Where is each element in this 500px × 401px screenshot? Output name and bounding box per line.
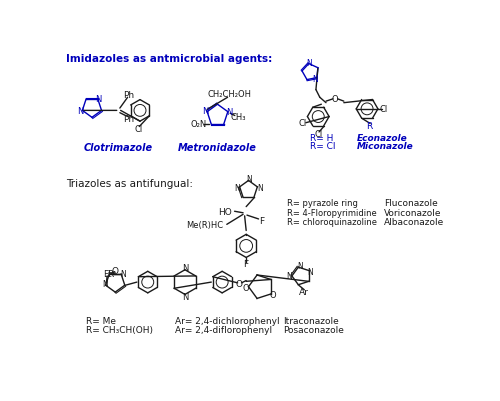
Text: Ph: Ph	[124, 91, 134, 100]
Text: F: F	[244, 259, 248, 268]
Text: R= chloroquinazoline: R= chloroquinazoline	[287, 217, 378, 226]
Text: Fluconazole: Fluconazole	[384, 199, 438, 208]
Text: Cl: Cl	[380, 105, 388, 114]
Text: N: N	[77, 107, 83, 115]
Text: O: O	[112, 267, 119, 276]
Text: N: N	[182, 292, 188, 302]
Text: F: F	[259, 217, 264, 225]
Text: R= 4-Floropyrimidine: R= 4-Floropyrimidine	[287, 208, 377, 217]
Text: Albaconazole: Albaconazole	[384, 217, 444, 226]
Text: O: O	[236, 279, 242, 288]
Text: Itraconazole: Itraconazole	[284, 316, 339, 325]
Text: R: R	[107, 270, 114, 279]
Text: Ar= 2,4-dichlorophenyl: Ar= 2,4-dichlorophenyl	[175, 316, 280, 325]
Text: R= pyrazole ring: R= pyrazole ring	[287, 199, 358, 208]
Text: N: N	[120, 270, 126, 279]
Text: N: N	[96, 95, 102, 104]
Text: Imidazoles as antmicrobial agents:: Imidazoles as antmicrobial agents:	[66, 53, 272, 63]
Text: Econazole: Econazole	[357, 134, 408, 142]
Text: Ar: Ar	[300, 287, 309, 296]
Text: HO: HO	[218, 207, 232, 216]
Text: N: N	[102, 279, 108, 288]
Text: Voriconazole: Voriconazole	[384, 208, 442, 217]
Text: O₂N: O₂N	[190, 120, 207, 129]
Text: N: N	[306, 59, 312, 67]
Text: N: N	[234, 184, 240, 192]
Text: Cl: Cl	[298, 119, 307, 128]
Text: Miconazole: Miconazole	[357, 142, 414, 151]
Text: R= CH₃CH(OH): R= CH₃CH(OH)	[86, 325, 153, 334]
Text: N: N	[308, 267, 313, 276]
Text: O: O	[332, 94, 338, 103]
Text: N: N	[246, 175, 252, 184]
Text: R: R	[366, 121, 372, 130]
Text: N: N	[226, 108, 232, 117]
Text: Metronidazole: Metronidazole	[178, 143, 257, 153]
Text: CH₂CH₂OH: CH₂CH₂OH	[207, 90, 251, 99]
Text: Posaconazole: Posaconazole	[284, 325, 344, 334]
Text: N: N	[286, 272, 292, 281]
Text: N: N	[202, 107, 209, 116]
Text: Cl: Cl	[315, 130, 323, 139]
Text: N: N	[257, 184, 262, 192]
Text: Triazoles as antifungual:: Triazoles as antifungual:	[66, 179, 194, 188]
Text: Et: Et	[103, 269, 112, 278]
Text: Ar= 2,4-diflorophenyl: Ar= 2,4-diflorophenyl	[175, 325, 272, 334]
Text: O: O	[270, 290, 276, 300]
Text: N: N	[182, 263, 188, 272]
Text: N: N	[312, 75, 318, 84]
Text: R= Cl: R= Cl	[310, 142, 336, 151]
Text: R= Me: R= Me	[86, 316, 116, 325]
Text: Ph: Ph	[124, 115, 134, 124]
Text: N: N	[297, 261, 303, 270]
Text: CH₃: CH₃	[231, 113, 246, 122]
Text: Clotrimazole: Clotrimazole	[84, 143, 153, 153]
Text: Me(R)HC: Me(R)HC	[186, 220, 224, 229]
Text: R= H: R= H	[310, 134, 334, 142]
Text: O: O	[243, 283, 250, 292]
Text: Cl: Cl	[134, 125, 142, 134]
